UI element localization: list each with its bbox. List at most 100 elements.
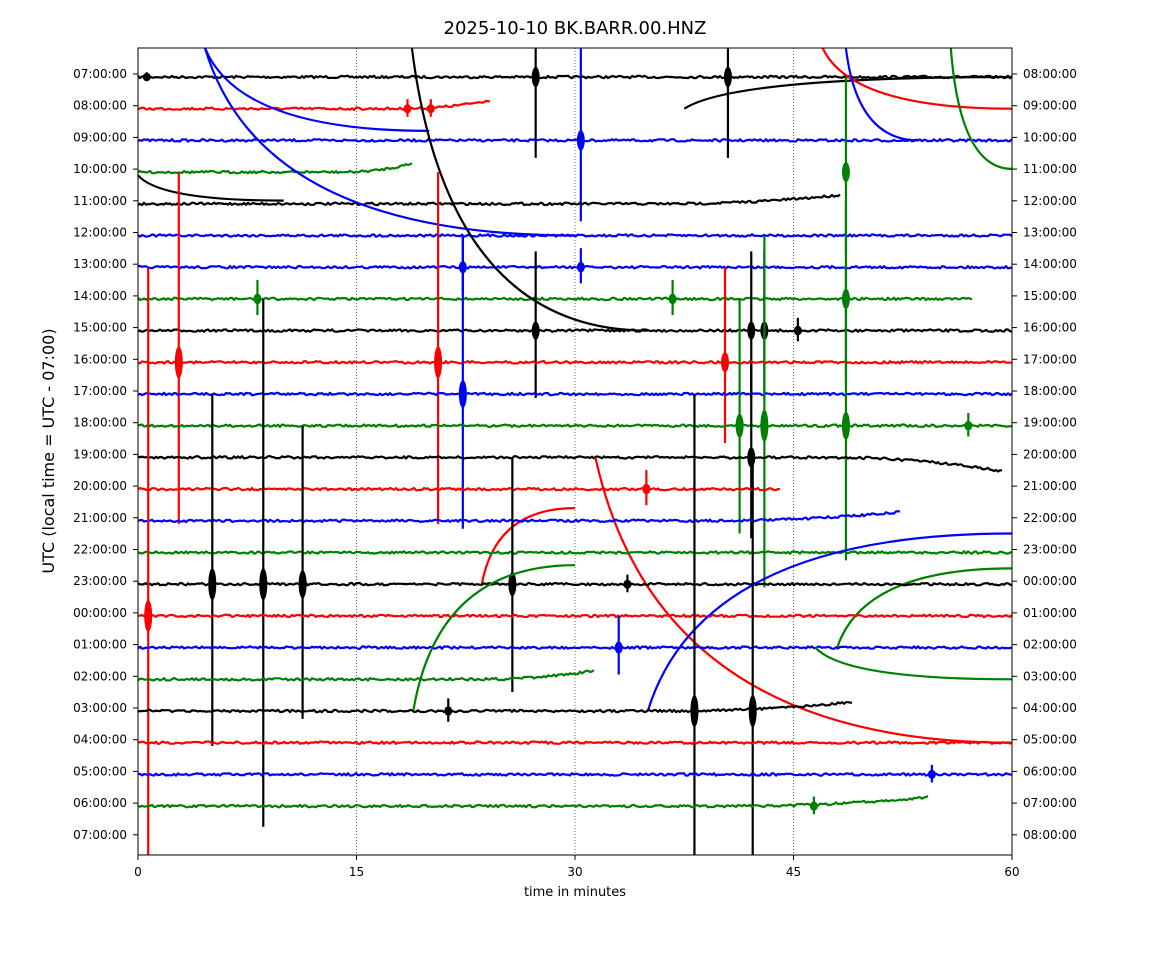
trace-burst <box>298 570 307 599</box>
x-tick-label: 0 <box>134 865 142 879</box>
left-axis: 07:00:00 08:00:00 09:00:00 10:00:00 11:00:00… <box>73 67 138 842</box>
x-tick-label: 45 <box>786 865 801 879</box>
trace-line <box>137 581 1013 587</box>
trace-drift <box>683 75 1013 110</box>
trace-line <box>137 74 1013 80</box>
trace-burst <box>668 293 677 305</box>
trace-burst <box>426 104 435 114</box>
y-tick-label-right: 00:00:00 <box>1023 574 1077 588</box>
y-tick-label-left: 21:00:00 <box>73 511 127 525</box>
trace-burst <box>174 346 183 379</box>
y-tick-label-left: 00:00:00 <box>73 606 127 620</box>
y-axis-label: UTC (local time = UTC - 07:00) <box>39 328 58 573</box>
trace-burst <box>748 695 757 727</box>
y-tick-label-left: 02:00:00 <box>73 669 127 683</box>
trace-line <box>137 296 973 302</box>
y-tick-label-right: 10:00:00 <box>1023 130 1077 144</box>
trace-line <box>137 391 1013 397</box>
trace-line <box>137 328 1013 333</box>
trace-burst <box>723 67 732 87</box>
trace-line <box>137 701 853 714</box>
trace-drift <box>949 47 1013 170</box>
trace-line <box>137 669 595 682</box>
trace-burst <box>576 262 585 273</box>
y-tick-label-left: 07:00:00 <box>73 828 127 842</box>
y-tick-label-left: 04:00:00 <box>73 733 127 747</box>
trace-drift <box>203 47 430 132</box>
trace-burst <box>144 599 153 632</box>
trace-burst <box>964 420 973 431</box>
trace-burst <box>576 130 585 151</box>
trace-line <box>137 645 1013 650</box>
y-tick-label-right: 11:00:00 <box>1023 162 1077 176</box>
y-tick-label-left: 23:00:00 <box>73 574 127 588</box>
x-axis: 0 15 30 45 60 <box>134 855 1020 879</box>
y-tick-label-left: 19:00:00 <box>73 447 127 461</box>
x-axis-label: time in minutes <box>524 885 626 900</box>
trace-drift <box>646 532 1013 712</box>
y-tick-label-left: 09:00:00 <box>73 130 127 144</box>
y-tick-label-left: 22:00:00 <box>73 543 127 557</box>
y-tick-label-right: 03:00:00 <box>1023 669 1077 683</box>
trace-drift <box>137 174 284 202</box>
trace-line <box>137 138 1013 143</box>
trace-line <box>137 772 1012 777</box>
y-tick-label-left: 05:00:00 <box>73 764 127 778</box>
trace-burst <box>142 72 151 82</box>
trace-line <box>137 510 901 524</box>
trace-burst <box>760 409 769 442</box>
trace-drift <box>844 47 919 142</box>
y-tick-label-left: 17:00:00 <box>73 384 127 398</box>
y-tick-label-right: 07:00:00 <box>1023 796 1077 810</box>
y-tick-label-right: 17:00:00 <box>1023 352 1077 366</box>
trace-line <box>137 162 413 175</box>
y-tick-label-right: 04:00:00 <box>1023 701 1077 715</box>
trace-line <box>137 795 929 809</box>
trace-burst <box>735 413 744 438</box>
y-tick-label-left: 01:00:00 <box>73 638 127 652</box>
y-tick-label-right: 12:00:00 <box>1023 194 1077 208</box>
trace-line <box>137 550 1013 555</box>
y-tick-label-left: 18:00:00 <box>73 416 127 430</box>
trace-burst <box>747 447 756 468</box>
trace-burst <box>927 769 936 780</box>
trace-burst <box>403 104 412 114</box>
trace-burst <box>793 325 802 336</box>
y-tick-label-left: 16:00:00 <box>73 352 127 366</box>
trace-line <box>137 360 1013 365</box>
x-tick-label: 15 <box>349 865 364 879</box>
trace-burst <box>841 162 850 183</box>
trace-burst <box>721 352 730 373</box>
trace-burst <box>642 483 651 495</box>
y-tick-label-left: 15:00:00 <box>73 321 127 335</box>
y-tick-label-left: 07:00:00 <box>73 67 127 81</box>
trace-burst <box>458 380 467 408</box>
y-tick-label-right: 05:00:00 <box>1023 733 1077 747</box>
trace-line <box>137 193 841 207</box>
trace-burst <box>208 568 217 601</box>
trace-burst <box>259 568 268 601</box>
trace-burst <box>614 641 623 654</box>
trace-burst <box>253 293 262 305</box>
trace-line <box>137 613 1013 619</box>
y-tick-label-left: 03:00:00 <box>73 701 127 715</box>
y-tick-label-right: 21:00:00 <box>1023 479 1077 493</box>
trace-burst <box>841 411 850 440</box>
trace-drift <box>410 47 648 332</box>
trace-drift <box>594 457 1013 744</box>
y-tick-label-right: 08:00:00 <box>1023 67 1077 81</box>
trace-line <box>137 486 781 492</box>
x-tick-label: 60 <box>1004 865 1019 879</box>
trace-drift <box>814 646 1013 681</box>
trace-burst <box>444 706 453 716</box>
trace-burst <box>747 321 756 340</box>
trace-burst <box>508 572 517 597</box>
y-tick-label-left: 12:00:00 <box>73 226 127 240</box>
y-tick-label-right: 20:00:00 <box>1023 447 1077 461</box>
y-tick-label-right: 23:00:00 <box>1023 543 1077 557</box>
trace-line <box>137 740 1013 746</box>
y-tick-label-left: 13:00:00 <box>73 257 127 271</box>
trace-burst <box>531 321 540 340</box>
y-tick-label-left: 11:00:00 <box>73 194 127 208</box>
y-tick-label-right: 09:00:00 <box>1023 99 1077 113</box>
